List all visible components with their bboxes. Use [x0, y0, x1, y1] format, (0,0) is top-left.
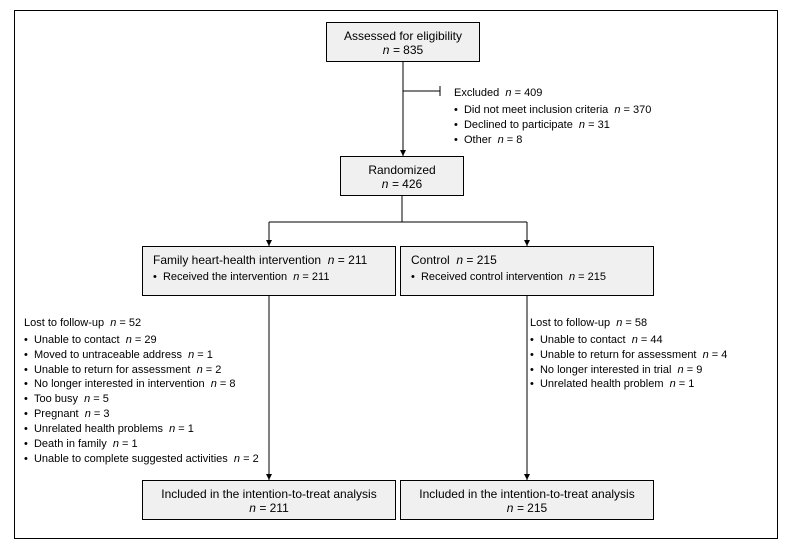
itt-int-title: Included in the intention-to-treat analy… [153, 487, 385, 501]
lost-int-item: Pregnant n = 3 [24, 407, 259, 422]
assessed-n: n = 835 [337, 43, 469, 57]
lost-ctl-item: No longer interested in trial n = 9 [530, 363, 727, 378]
arm-ctl-header: Control n = 215 [411, 253, 643, 267]
itt-int-n: n = 211 [153, 501, 385, 515]
assessed-title: Assessed for eligibility [337, 29, 469, 43]
box-randomized: Randomized n = 426 [340, 156, 464, 196]
lost-int-item: Moved to untraceable address n = 1 [24, 348, 259, 363]
excluded-item: Declined to participate n = 31 [454, 118, 651, 133]
lost-ctl-header: Lost to follow-up n = 58 [530, 316, 727, 331]
arm-int-bullet: Received the intervention n = 211 [153, 271, 385, 283]
lost-int-item: Unable to return for assessment n = 2 [24, 363, 259, 378]
lost-intervention-block: Lost to follow-up n = 52 Unable to conta… [24, 316, 259, 466]
lost-int-item: Too busy n = 5 [24, 392, 259, 407]
lost-control-block: Lost to follow-up n = 58 Unable to conta… [530, 316, 727, 392]
box-itt-control: Included in the intention-to-treat analy… [400, 480, 654, 520]
randomized-n: n = 426 [351, 177, 453, 191]
box-arm-intervention: Family heart-health intervention n = 211… [142, 246, 396, 296]
excluded-item: Other n = 8 [454, 133, 651, 148]
lost-int-item: Unable to contact n = 29 [24, 333, 259, 348]
lost-int-list: Unable to contact n = 29Moved to untrace… [24, 333, 259, 467]
itt-ctl-n: n = 215 [411, 501, 643, 515]
lost-ctl-item: Unable to return for assessment n = 4 [530, 348, 727, 363]
excluded-header: Excluded n = 409 [454, 86, 651, 101]
arm-int-header: Family heart-health intervention n = 211 [153, 253, 385, 267]
lost-int-item: Unrelated health problems n = 1 [24, 422, 259, 437]
itt-ctl-title: Included in the intention-to-treat analy… [411, 487, 643, 501]
lost-int-item: No longer interested in intervention n =… [24, 377, 259, 392]
lost-int-header: Lost to follow-up n = 52 [24, 316, 259, 331]
lost-int-item: Unable to complete suggested activities … [24, 452, 259, 467]
lost-ctl-item: Unrelated health problem n = 1 [530, 377, 727, 392]
excluded-block: Excluded n = 409 Did not meet inclusion … [454, 86, 651, 147]
box-arm-control: Control n = 215 Received control interve… [400, 246, 654, 296]
lost-ctl-list: Unable to contact n = 44Unable to return… [530, 333, 727, 392]
lost-int-item: Death in family n = 1 [24, 437, 259, 452]
excluded-item: Did not meet inclusion criteria n = 370 [454, 103, 651, 118]
excluded-list: Did not meet inclusion criteria n = 370D… [454, 103, 651, 148]
box-assessed: Assessed for eligibility n = 835 [326, 22, 480, 62]
arm-ctl-bullet: Received control intervention n = 215 [411, 271, 643, 283]
lost-ctl-item: Unable to contact n = 44 [530, 333, 727, 348]
box-itt-intervention: Included in the intention-to-treat analy… [142, 480, 396, 520]
randomized-title: Randomized [351, 163, 453, 177]
